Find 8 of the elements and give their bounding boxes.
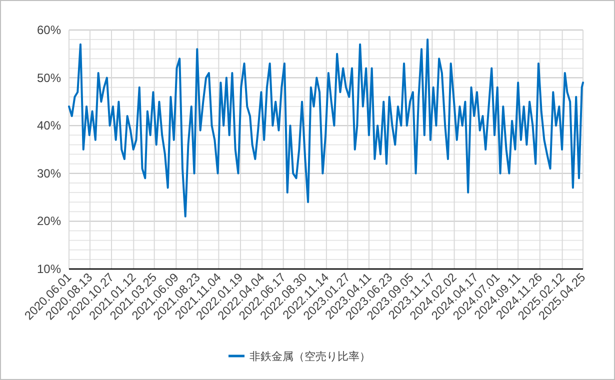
y-tick-label: 20% xyxy=(36,214,62,228)
y-tick-label: 40% xyxy=(36,118,62,133)
y-tick-label: 60% xyxy=(36,23,62,37)
y-tick-label: 50% xyxy=(36,70,62,85)
legend: 非鉄金属（空売り比率） xyxy=(228,351,370,363)
legend-label: 非鉄金属（空売り比率） xyxy=(250,350,370,363)
y-tick-label: 30% xyxy=(36,166,62,180)
y-tick-label: 10% xyxy=(36,262,62,276)
